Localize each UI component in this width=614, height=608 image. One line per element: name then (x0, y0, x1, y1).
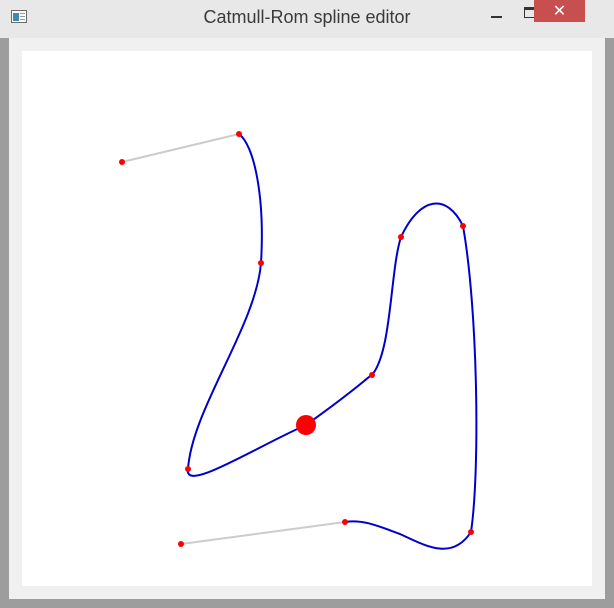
control-point[interactable] (460, 223, 466, 229)
control-point[interactable] (342, 519, 348, 525)
control-point[interactable] (119, 159, 125, 165)
spline-canvas[interactable] (22, 51, 592, 586)
control-point[interactable] (369, 372, 375, 378)
control-point[interactable] (178, 541, 184, 547)
selected-control-point[interactable] (296, 415, 316, 435)
close-icon: ✕ (553, 1, 566, 20)
control-point[interactable] (468, 529, 474, 535)
control-point[interactable] (236, 131, 242, 137)
control-point[interactable] (258, 260, 264, 266)
spline-curve (188, 134, 477, 549)
start-tangent-line (122, 134, 239, 162)
end-tangent-line (181, 522, 345, 544)
title-bar[interactable]: Catmull-Rom spline editor ✕ (0, 0, 614, 38)
minimize-icon[interactable] (483, 0, 509, 26)
spline-drawing[interactable] (22, 51, 592, 586)
control-point[interactable] (185, 466, 191, 472)
close-button[interactable]: ✕ (534, 0, 585, 22)
control-point[interactable] (398, 234, 404, 240)
